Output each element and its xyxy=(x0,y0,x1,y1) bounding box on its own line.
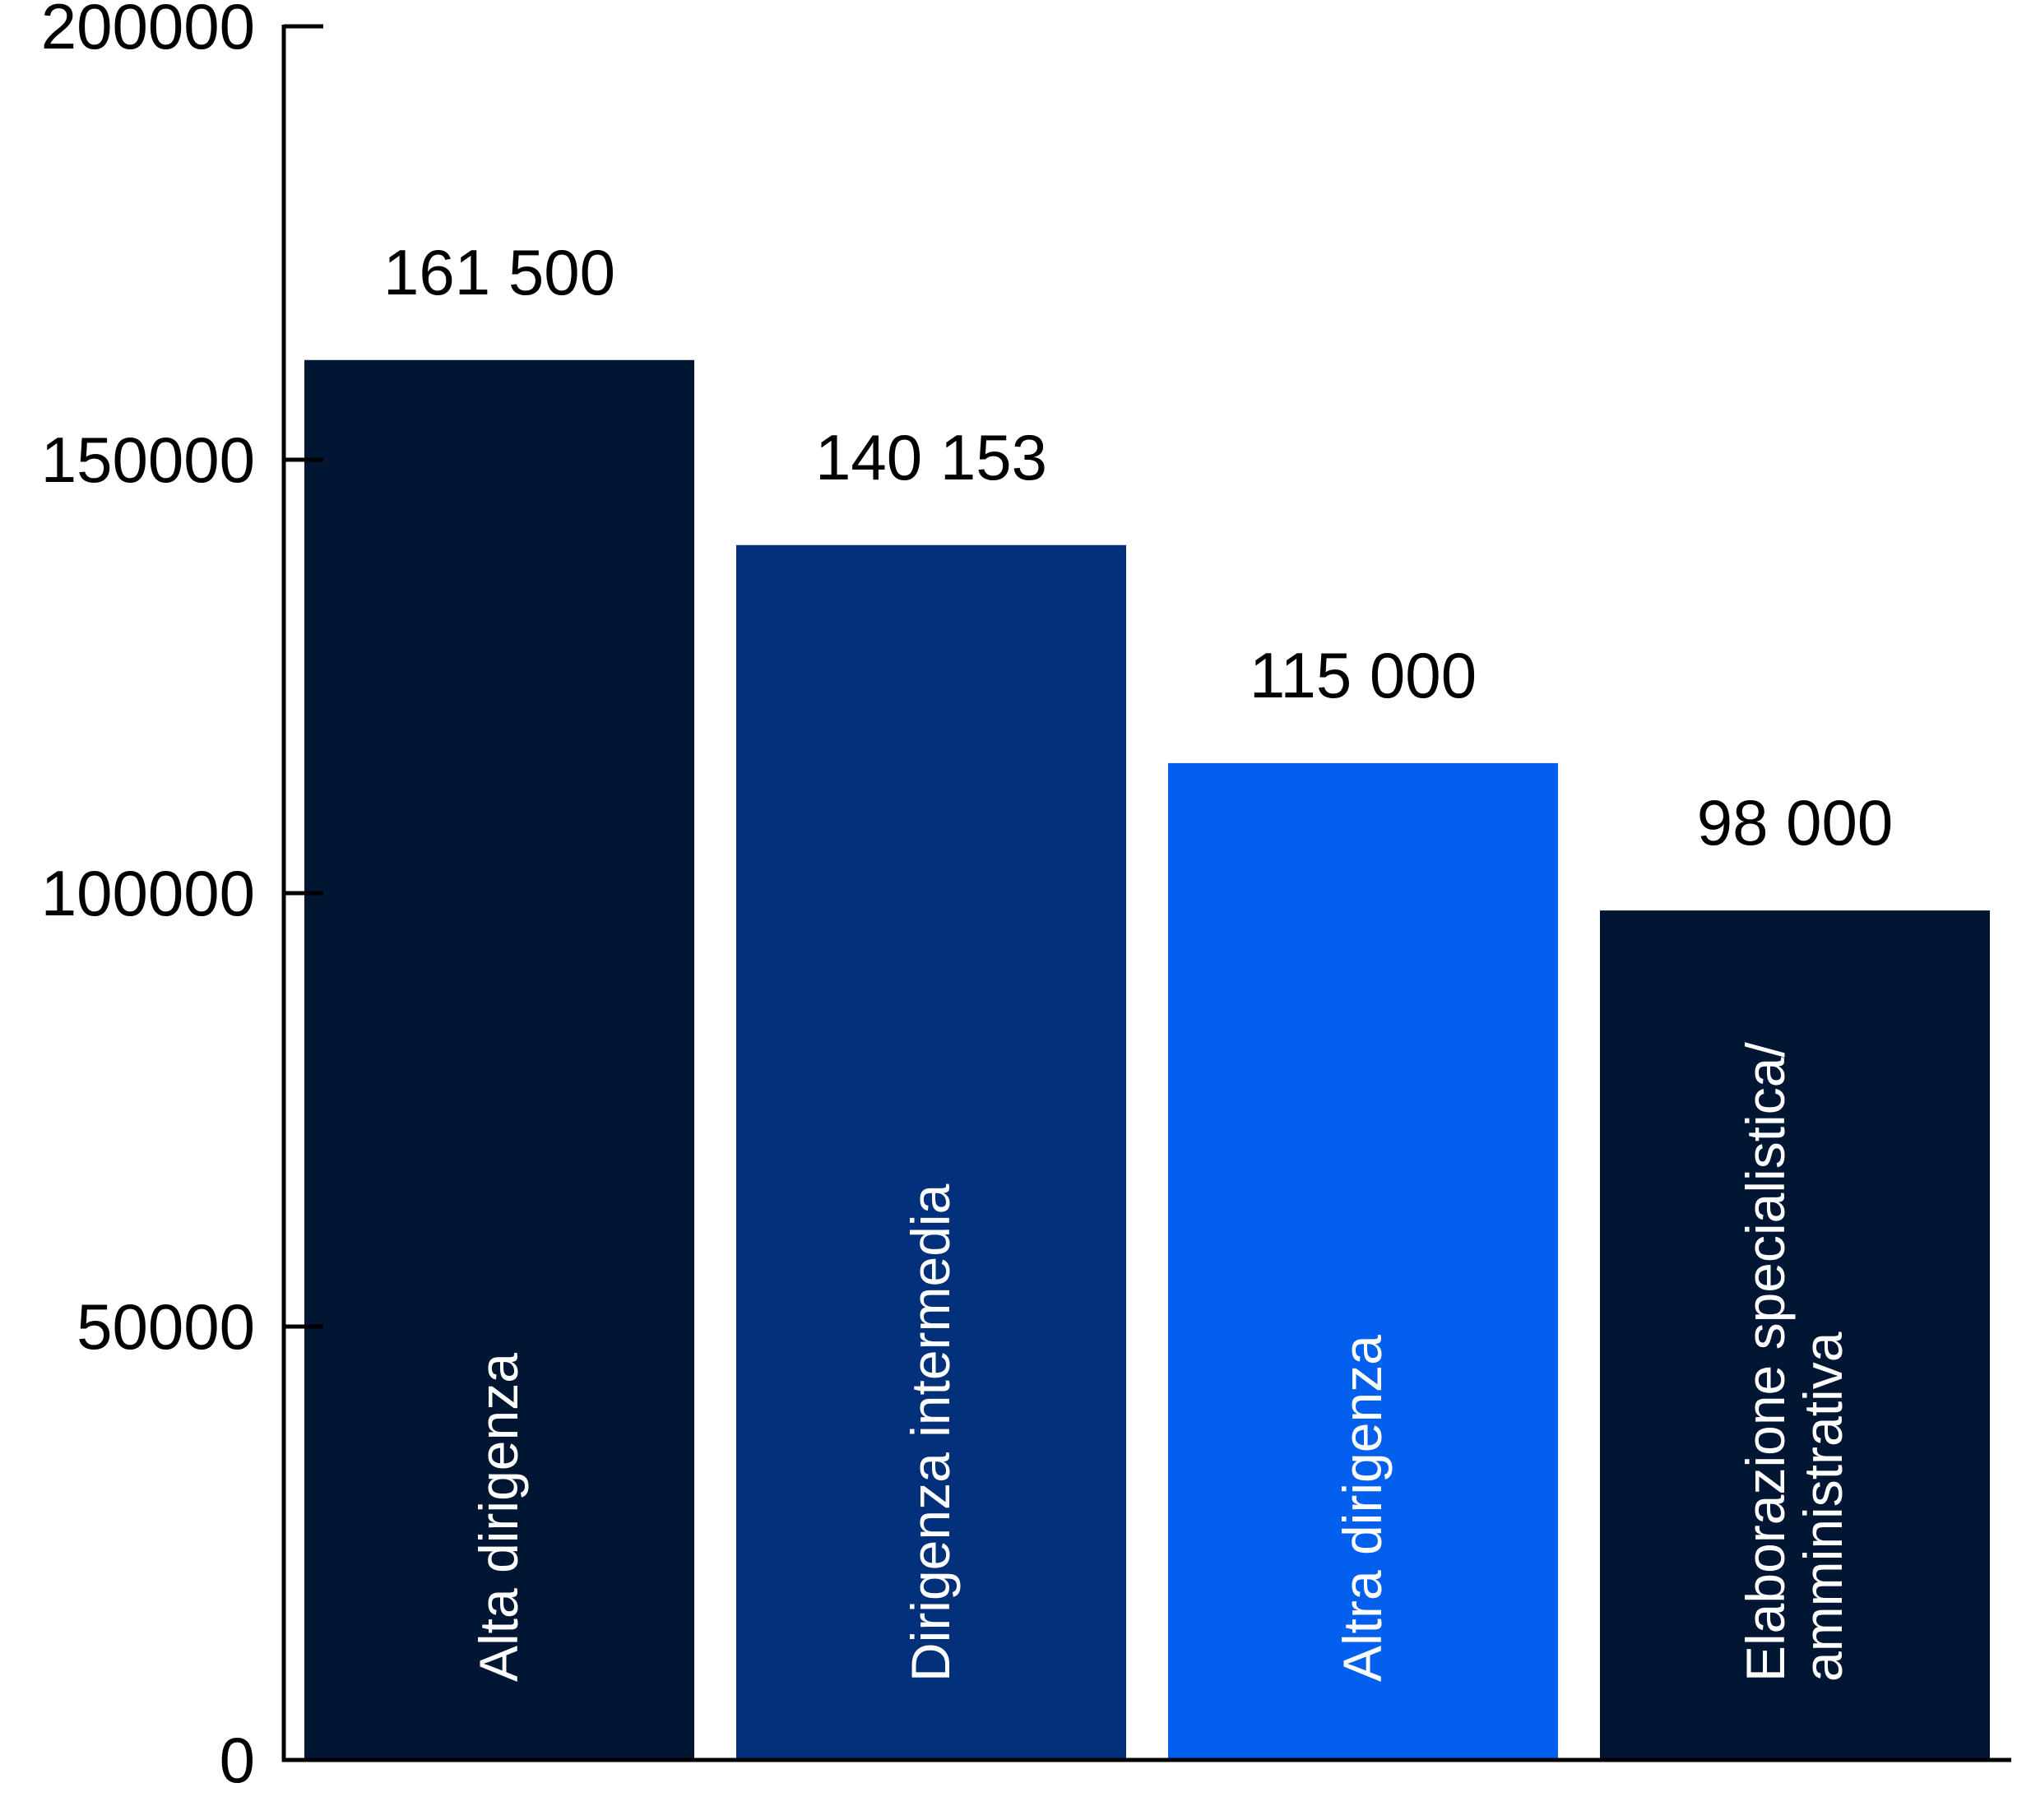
data-label: 115 000 xyxy=(1250,639,1477,711)
category-label: Elaborazione specialistica/ xyxy=(1735,1042,1796,1682)
y-tick-label: 100000 xyxy=(41,857,255,929)
bar xyxy=(1168,762,1558,1760)
bar xyxy=(1600,910,1990,1760)
y-tick-label: 50000 xyxy=(77,1290,255,1363)
bar xyxy=(736,544,1126,1760)
y-tick-label: 150000 xyxy=(41,424,255,496)
y-tick-label: 200000 xyxy=(41,0,255,63)
category-label: Dirigenza intermedia xyxy=(900,1183,961,1682)
axes: 0 50000 100000 150000 200000 xyxy=(41,0,2011,1796)
category-label: Alta dirigenza xyxy=(468,1353,529,1682)
data-label: 140 153 xyxy=(815,421,1047,493)
labels-layer: 161 500 Alta dirigenza 140 153 Dirigenza in… xyxy=(383,236,1893,1682)
category-label: amministrativa xyxy=(1792,1331,1853,1682)
bar xyxy=(304,359,694,1760)
category-label: Altra dirigenza xyxy=(1332,1335,1393,1682)
data-label: 161 500 xyxy=(383,236,615,308)
data-label: 98 000 xyxy=(1697,786,1894,859)
y-tick-label: 0 xyxy=(220,1724,255,1796)
bars-layer xyxy=(304,359,1990,1760)
